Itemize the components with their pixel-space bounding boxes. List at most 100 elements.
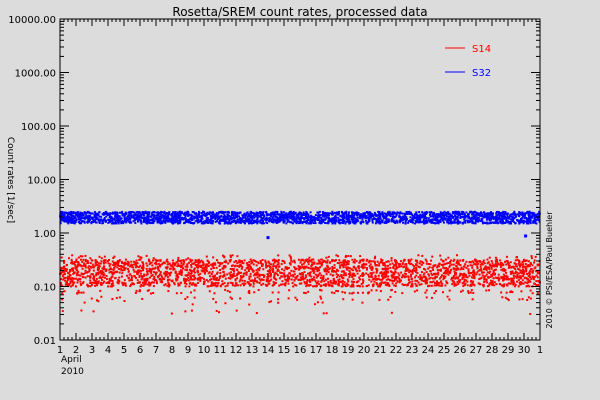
data-point [194,283,197,286]
data-point [179,281,182,284]
data-point [419,274,422,277]
data-point [193,217,196,220]
data-point [111,282,114,285]
data-point [322,260,325,263]
data-point [344,266,347,269]
data-point [495,211,498,214]
data-point [452,259,455,262]
data-point [125,211,128,214]
data-point [126,215,129,218]
data-point [249,283,252,286]
data-point [145,262,148,265]
data-point [275,272,278,275]
data-point [140,278,143,281]
data-point [182,263,185,266]
data-point [481,220,484,223]
data-point [429,263,432,266]
data-point [319,284,322,287]
data-point [73,277,76,280]
data-point [231,211,234,214]
data-point [375,271,378,274]
data-point [245,267,248,270]
data-point [414,259,417,262]
data-point [150,281,153,284]
data-point [175,215,178,218]
data-point [98,211,101,214]
data-point [506,219,509,222]
data-point [239,218,242,221]
data-point [500,262,503,265]
data-point [335,273,338,276]
data-point [100,295,103,298]
data-point [192,262,195,265]
data-point [327,271,330,274]
data-point [183,277,186,280]
data-point [367,284,370,287]
data-point [426,282,429,285]
data-point [314,280,317,283]
data-point [419,213,422,216]
data-point [133,263,136,266]
data-point [159,280,162,283]
data-point [303,280,306,283]
data-point [509,291,512,294]
data-point [401,262,404,265]
data-point [80,291,83,294]
data-point [455,261,458,264]
data-point [391,279,394,282]
data-point [210,284,213,287]
data-point [419,216,422,219]
data-point [175,292,178,295]
data-point [272,269,275,272]
data-point [438,262,441,265]
data-point [444,275,447,278]
data-point [326,277,329,280]
data-point [526,299,529,302]
data-point [68,277,71,280]
data-point [212,262,215,265]
data-point [521,215,524,218]
data-point [324,221,327,224]
data-point [307,290,310,293]
data-point [144,279,147,282]
data-point [159,210,162,213]
data-point [437,213,440,216]
data-point [356,291,359,294]
data-point [481,274,484,277]
data-point [226,273,229,276]
data-point [183,221,186,224]
data-point [269,263,272,266]
data-point [347,221,350,224]
data-point [192,222,195,225]
data-point [528,217,531,220]
data-point [530,255,533,258]
data-point [201,217,204,220]
data-point [319,261,322,264]
data-point [293,261,296,264]
data-point [425,262,428,265]
data-point [179,218,182,221]
data-point [168,284,171,287]
data-point [402,284,405,287]
data-point [92,269,95,272]
data-point [246,216,249,219]
data-point [96,280,99,283]
data-point [223,255,226,258]
data-point [243,221,246,224]
data-point [256,216,259,219]
data-point [268,301,271,304]
data-point [277,301,280,304]
data-point [251,219,254,222]
data-point [267,213,270,216]
data-point [417,218,420,221]
data-point [213,284,216,287]
data-point [384,264,387,267]
data-point [415,274,418,277]
data-point [306,266,309,269]
data-point [397,272,400,275]
data-point [313,218,316,221]
data-point [487,275,490,278]
data-point [489,218,492,221]
data-point [525,277,528,280]
data-point [483,275,486,278]
